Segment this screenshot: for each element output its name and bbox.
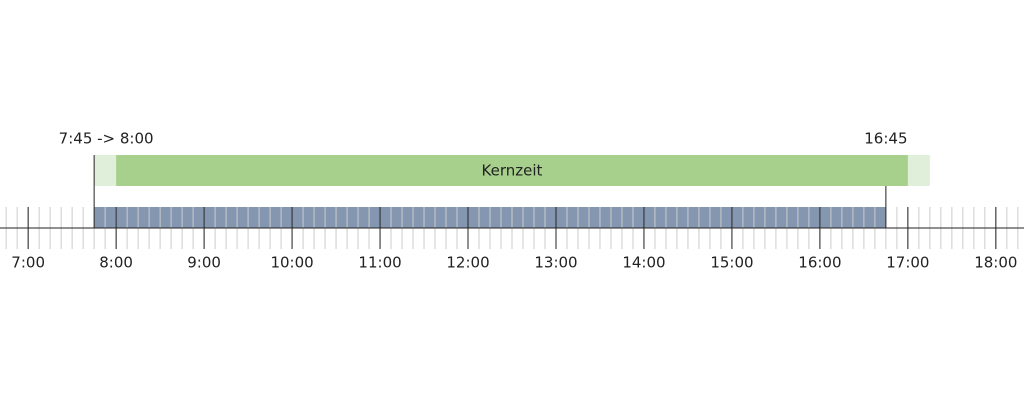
hour-label: 7:00: [11, 254, 45, 272]
hour-label: 11:00: [358, 254, 401, 272]
hour-label: 14:00: [622, 254, 665, 272]
hour-label: 17:00: [886, 254, 929, 272]
hour-label: 8:00: [99, 254, 133, 272]
core-time-bar: [116, 155, 908, 186]
hour-label: 13:00: [534, 254, 577, 272]
hour-label: 15:00: [710, 254, 753, 272]
core-time-label: Kernzeit: [482, 162, 543, 180]
start-label: 7:45 -> 8:00: [59, 130, 154, 148]
hour-label: 10:00: [270, 254, 313, 272]
end-label: 16:45: [864, 130, 907, 148]
hour-label: 9:00: [187, 254, 221, 272]
hour-label: 18:00: [974, 254, 1017, 272]
hour-label: 16:00: [798, 254, 841, 272]
hour-label: 12:00: [446, 254, 489, 272]
